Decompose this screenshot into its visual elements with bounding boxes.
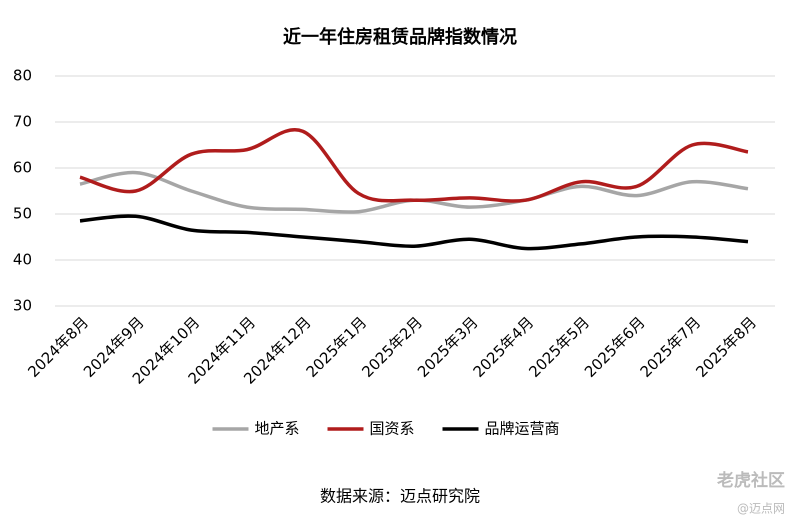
line-series xyxy=(79,214,749,251)
legend-label: 品牌运营商 xyxy=(485,420,560,438)
y-tick-label: 80 xyxy=(13,67,32,85)
x-tick-label: 2025年8月 xyxy=(692,313,760,381)
y-tick-label: 30 xyxy=(13,297,32,315)
line-series xyxy=(79,128,749,203)
y-tick-label: 70 xyxy=(13,113,32,131)
watermark: 老虎社区 xyxy=(716,470,785,491)
source: 数据来源：迈点研究院 xyxy=(320,487,480,506)
chart-title: 近一年住房租赁品牌指数情况 xyxy=(283,26,517,48)
watermark: @迈点网 xyxy=(737,502,785,516)
y-tick-label: 50 xyxy=(13,205,32,223)
legend-label: 地产系 xyxy=(255,420,300,438)
legend-label: 国资系 xyxy=(370,420,415,438)
y-tick-label: 40 xyxy=(13,251,32,269)
y-tick-label: 60 xyxy=(13,159,32,177)
